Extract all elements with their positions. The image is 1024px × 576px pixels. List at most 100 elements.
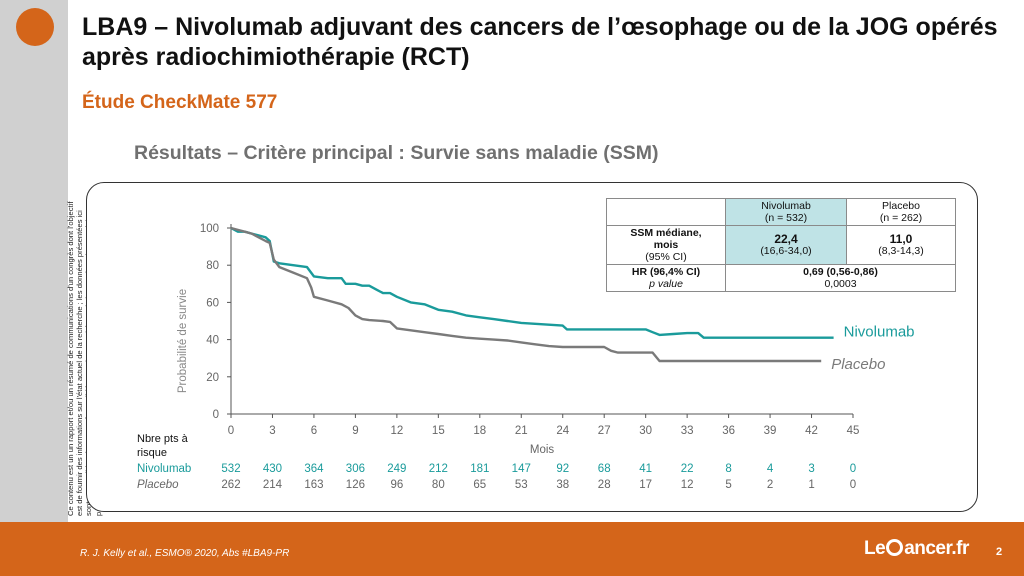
risk-value: 147 (512, 463, 531, 475)
x-tick-label: 27 (598, 425, 611, 437)
stats-row1-placebo: 11,0 (8,3-14,3) (846, 225, 956, 265)
x-tick-label: 18 (473, 425, 486, 437)
y-tick-label: 20 (206, 372, 219, 384)
brand-text-a: Le (864, 538, 886, 559)
y-tick-label: 100 (200, 223, 219, 235)
row1-label-b: mois (653, 239, 679, 251)
risk-value: 0 (850, 463, 856, 475)
risk-value: 306 (346, 463, 365, 475)
y-tick-label: 0 (213, 409, 219, 421)
stats-col1-label: Nivolumab (761, 200, 811, 212)
risk-row-label: Placebo (137, 479, 179, 491)
x-tick-label: 21 (515, 425, 528, 437)
row2-p-value: 0,0003 (824, 278, 857, 290)
risk-value: 249 (387, 463, 406, 475)
y-tick-label: 60 (206, 297, 219, 309)
risk-value: 214 (263, 479, 283, 491)
left-sidebar (0, 0, 68, 522)
stats-table: Nivolumab (n = 532) Placebo (n = 262) SS… (606, 198, 956, 292)
brand-text-b: ancer.fr (904, 538, 969, 559)
series-line-placebo (230, 226, 822, 363)
row2-label-a: HR (96,4% CI) (631, 266, 701, 278)
stats-row1-label: SSM médiane, mois (95% CI) (606, 225, 726, 265)
x-tick-label: 36 (722, 425, 735, 437)
stats-row2-value: 0,69 (0,56-0,86) 0,0003 (725, 264, 956, 292)
row1-label-c: (95% CI) (645, 251, 687, 263)
risk-value: 53 (515, 479, 528, 491)
x-axis-label: Mois (530, 444, 555, 456)
brand-c-ring-icon (886, 539, 904, 556)
x-tick-label: 9 (352, 425, 358, 437)
footer-bar (0, 522, 1024, 576)
stats-col1-n: (n = 532) (764, 212, 808, 224)
y-tick-label: 40 (206, 335, 219, 347)
risk-value: 3 (808, 463, 814, 475)
x-tick-label: 3 (269, 425, 275, 437)
risk-value: 68 (598, 463, 611, 475)
orange-dot-logo (16, 8, 54, 46)
stats-header-placebo: Placebo (n = 262) (846, 198, 956, 226)
risk-value: 1 (808, 479, 814, 491)
risk-value: 80 (432, 479, 445, 491)
x-tick-label: 6 (311, 425, 317, 437)
x-tick-label: 0 (228, 425, 234, 437)
x-tick-label: 30 (639, 425, 652, 437)
risk-value: 163 (304, 479, 323, 491)
x-tick-label: 33 (681, 425, 694, 437)
risk-value: 0 (850, 479, 856, 491)
study-subtitle: Étude CheckMate 577 (82, 92, 278, 113)
risk-value: 2 (767, 479, 773, 491)
risk-value: 28 (598, 479, 611, 491)
risk-value: 38 (556, 479, 569, 491)
risk-value: 17 (639, 479, 652, 491)
risk-value: 212 (429, 463, 448, 475)
stats-col2-n: (n = 262) (879, 212, 923, 224)
risk-value: 181 (470, 463, 489, 475)
risk-value: 364 (304, 463, 324, 475)
stats-corner-cell (606, 198, 726, 226)
risk-value: 92 (556, 463, 569, 475)
x-tick-label: 45 (847, 425, 860, 437)
risk-value: 5 (725, 479, 731, 491)
risk-value: 430 (263, 463, 282, 475)
x-tick-label: 42 (805, 425, 818, 437)
x-tick-label: 15 (432, 425, 445, 437)
risk-value: 65 (473, 479, 486, 491)
series-label-placebo: Placebo (831, 356, 885, 373)
row1-nivo-ci: (16,6-34,0) (760, 245, 812, 257)
page-number: 2 (996, 546, 1003, 558)
risk-value: 22 (681, 463, 694, 475)
series-line-nivolumab (230, 226, 834, 339)
row1-plac-ci: (8,3-14,3) (878, 245, 924, 257)
series-label-nivolumab: Nivolumab (844, 324, 915, 341)
risk-row-label: Nivolumab (137, 463, 191, 475)
x-tick-label: 12 (390, 425, 403, 437)
stats-header-nivolumab: Nivolumab (n = 532) (725, 198, 847, 226)
y-axis-label: Probabilité de survie (177, 289, 189, 393)
row2-hr-value: 0,69 (0,56-0,86) (803, 266, 878, 278)
risk-value: 96 (390, 479, 403, 491)
x-tick-label: 24 (556, 425, 569, 437)
stats-row1-nivolumab: 22,4 (16,6-34,0) (725, 225, 847, 265)
risk-value: 4 (767, 463, 774, 475)
risk-value: 532 (221, 463, 240, 475)
risk-value: 126 (346, 479, 365, 491)
footer-reference: R. J. Kelly et al., ESMO® 2020, Abs #LBA… (80, 548, 290, 559)
row1-plac-median: 11,0 (889, 232, 913, 246)
risk-value: 12 (681, 479, 694, 491)
stats-row2-label: HR (96,4% CI) p value (606, 264, 726, 292)
slide-title: LBA9 – Nivolumab adjuvant des cancers de… (82, 13, 998, 71)
row2-label-b: p value (649, 278, 683, 290)
section-heading: Résultats – Critère principal : Survie s… (134, 142, 659, 164)
risk-header-a: Nbre pts à (137, 433, 189, 445)
brand-logo: Le ancer.fr (864, 538, 969, 560)
risk-value: 8 (725, 463, 731, 475)
y-tick-label: 80 (206, 260, 219, 272)
x-tick-label: 39 (764, 425, 777, 437)
stats-col2-label: Placebo (882, 200, 920, 212)
risk-header-b: risque (137, 447, 167, 459)
risk-value: 262 (221, 479, 240, 491)
risk-value: 41 (639, 463, 652, 475)
row1-nivo-median: 22,4 (774, 232, 798, 246)
